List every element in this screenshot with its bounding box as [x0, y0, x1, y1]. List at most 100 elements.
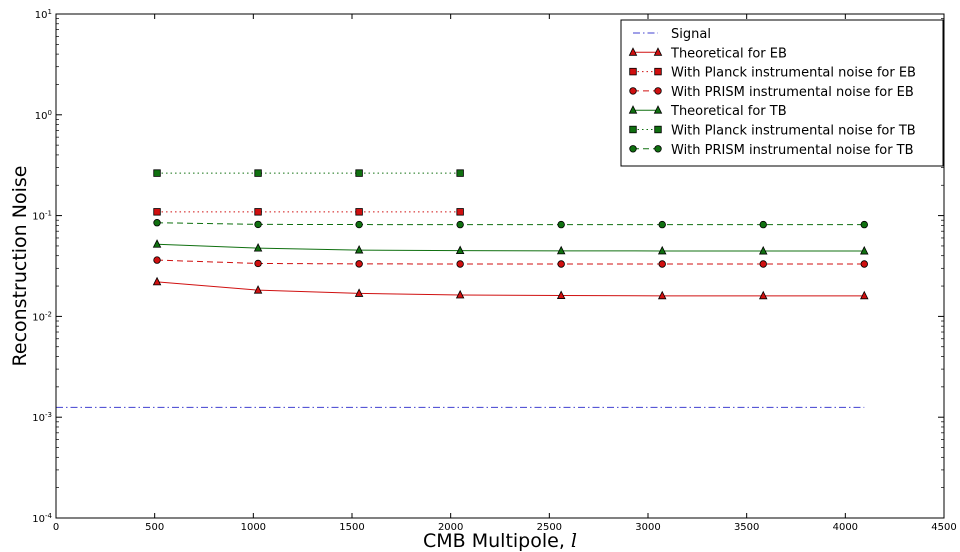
- y-tick-label: 10-2: [32, 310, 52, 323]
- x-tick-label: 3500: [734, 522, 759, 533]
- legend-marker: [654, 87, 662, 95]
- y-tick-label: 10-3: [32, 411, 52, 424]
- series-1: [152, 276, 869, 300]
- data-point: [658, 260, 666, 268]
- data-point: [456, 260, 464, 268]
- legend-marker: [654, 67, 662, 76]
- legend-label: With PRISM instrumental noise for TB: [671, 143, 914, 158]
- series-line: [157, 259, 865, 265]
- legend-item: Theoretical for TB: [628, 104, 787, 119]
- legend-marker: [628, 47, 638, 56]
- data-point: [153, 208, 161, 216]
- x-tick-label: 2000: [438, 522, 463, 533]
- legend-item: Theoretical for EB: [628, 46, 787, 61]
- legend-marker: [629, 125, 637, 134]
- data-point: [355, 220, 363, 229]
- data-point: [860, 260, 868, 268]
- legend-marker: [629, 87, 637, 95]
- data-point: [455, 289, 465, 299]
- x-axis-label: CMB Multipole, l: [423, 530, 577, 552]
- data-point: [556, 290, 566, 299]
- data-point: [657, 290, 667, 300]
- data-point: [354, 244, 364, 254]
- legend-item: With PRISM instrumental noise for EB: [629, 85, 914, 100]
- data-point: [152, 239, 162, 248]
- legend-label: With Planck instrumental noise for EB: [671, 66, 916, 81]
- legend-marker: [628, 105, 638, 114]
- data-point: [254, 169, 262, 177]
- legend: Signal Theoretical for EB With Planck inst…: [620, 19, 944, 167]
- x-tick-label: 0: [53, 522, 59, 533]
- legend-marker: [653, 105, 663, 114]
- series-line: [157, 222, 865, 226]
- data-point: [254, 220, 262, 229]
- data-point: [556, 245, 566, 255]
- data-point: [759, 220, 767, 229]
- legend-marker: [653, 47, 663, 56]
- data-point: [355, 260, 363, 268]
- x-tick-label: 1500: [339, 522, 364, 533]
- data-point: [354, 288, 364, 297]
- x-tick-label: 2500: [537, 522, 562, 533]
- y-tick-label: 10-1: [32, 210, 52, 223]
- x-tick-label: 500: [145, 522, 164, 533]
- x-axis-label-text: CMB Multipole,: [423, 530, 571, 552]
- data-point: [456, 169, 464, 177]
- data-point: [557, 220, 565, 229]
- x-tick-label: 4000: [833, 522, 858, 533]
- legend-label: With Planck instrumental noise for TB: [671, 124, 916, 139]
- data-point: [153, 256, 161, 264]
- data-point: [253, 243, 263, 252]
- data-point: [355, 208, 363, 216]
- series-line: [156, 281, 865, 297]
- data-point: [254, 259, 262, 268]
- data-point: [152, 276, 162, 286]
- data-point: [758, 290, 768, 300]
- series-6: [153, 219, 868, 229]
- legend-marker: [654, 145, 662, 153]
- y-axis-label: Reconstruction Noise: [9, 166, 31, 367]
- data-point: [153, 169, 161, 177]
- data-point: [657, 245, 667, 255]
- legend-label: Theoretical for EB: [670, 46, 787, 61]
- y-tick-label: 10-4: [32, 512, 52, 525]
- legend-item: With Planck instrumental noise for EB: [629, 66, 916, 81]
- y-tick-label: 100: [35, 109, 52, 122]
- data-point: [758, 245, 768, 255]
- data-point: [860, 245, 869, 255]
- legend-label: Signal: [671, 27, 711, 42]
- data-point: [658, 220, 666, 229]
- x-tick-label: 1000: [241, 522, 266, 533]
- y-tick-label: 101: [35, 8, 52, 21]
- data-point: [455, 245, 465, 255]
- data-point: [759, 260, 767, 268]
- legend-item: With PRISM instrumental noise for TB: [629, 143, 914, 158]
- data-point: [860, 220, 868, 229]
- legend-item: With Planck instrumental noise for TB: [629, 124, 916, 139]
- series-3: [153, 256, 868, 268]
- data-point: [456, 208, 464, 216]
- x-axis-label-symbol: l: [571, 530, 577, 552]
- legend-marker: [629, 67, 637, 76]
- series-layer: [56, 169, 869, 408]
- data-point: [456, 220, 464, 229]
- plot-frame: [55, 13, 945, 519]
- legend-box: [620, 19, 944, 167]
- series-line: [157, 243, 865, 252]
- legend-item: Signal: [633, 27, 711, 42]
- data-point: [253, 285, 263, 294]
- data-point: [860, 290, 869, 300]
- data-point: [355, 169, 363, 177]
- x-tick-label: 4500: [931, 522, 956, 533]
- legend-label: Theoretical for TB: [670, 104, 787, 119]
- series-2: [153, 208, 464, 216]
- x-tick-label: 3000: [635, 522, 660, 533]
- data-point: [557, 260, 565, 268]
- legend-label: With PRISM instrumental noise for EB: [671, 85, 914, 100]
- series-5: [153, 169, 464, 177]
- legend-marker: [654, 125, 662, 134]
- data-point: [254, 208, 262, 216]
- legend-marker: [629, 145, 637, 153]
- series-4: [152, 239, 869, 255]
